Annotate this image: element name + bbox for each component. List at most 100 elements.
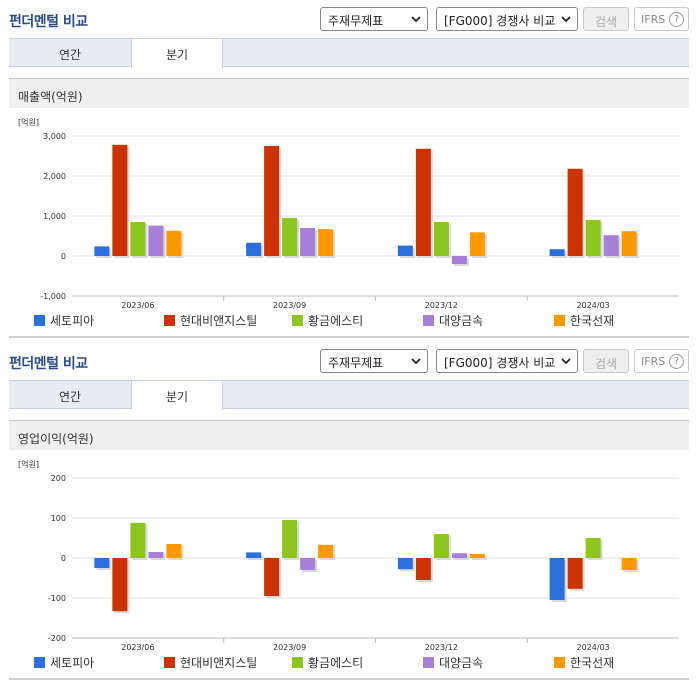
bar[interactable] <box>397 558 413 570</box>
group-select[interactable]: [FG000] 경쟁사 비교 <box>436 7 578 31</box>
statement-select[interactable]: 주재무제표 <box>320 349 428 373</box>
bar[interactable] <box>130 522 146 558</box>
bar[interactable] <box>549 558 565 600</box>
chevron-down-icon <box>411 358 421 365</box>
legend-label[interactable]: 대양금속 <box>439 314 483 328</box>
bar[interactable] <box>264 146 280 256</box>
legend-label[interactable]: 현대비앤지스틸 <box>180 656 257 670</box>
operating-profit-bar-chart: [억원] -200 -100 0 100 200 2023/06 2023/09 2023/12… <box>18 459 679 670</box>
bar[interactable] <box>433 222 449 256</box>
bar[interactable] <box>246 552 262 558</box>
fundamental-panel-sales: 펀더멘털 비교 주재무제표 [FG000] 경쟁사 비교 검색 IFRS ? 연… <box>9 7 689 338</box>
bar[interactable] <box>415 148 431 256</box>
panel-title: 펀더멘털 비교 <box>9 356 88 372</box>
bar[interactable] <box>415 558 431 580</box>
y-unit-label: [억원] <box>18 117 39 127</box>
ifrs-label: IFRS <box>641 355 666 368</box>
bar[interactable] <box>621 558 637 570</box>
bar[interactable] <box>282 520 298 558</box>
period-tabs: 연간 분기 <box>9 380 689 410</box>
bar[interactable] <box>300 228 316 256</box>
chevron-down-icon <box>411 16 421 23</box>
y-tick-label: 2,000 <box>43 172 66 181</box>
x-tick-label: 2023/09 <box>273 643 306 652</box>
group-select[interactable]: [FG000] 경쟁사 비교 <box>436 349 578 373</box>
metric-header: 영업이익(억원) <box>9 420 689 450</box>
bar[interactable] <box>621 231 637 256</box>
x-tick-label: 2024/03 <box>577 301 610 310</box>
search-button[interactable]: 검색 <box>583 7 629 31</box>
x-tick-label: 2023/06 <box>121 643 154 652</box>
bar[interactable] <box>148 225 164 256</box>
panel-header: 펀더멘털 비교 주재무제표 [FG000] 경쟁사 비교 검색 IFRS ? <box>0 342 696 380</box>
legend-label[interactable]: 세토피아 <box>50 656 94 670</box>
bar[interactable] <box>469 554 485 558</box>
bar[interactable] <box>451 553 467 558</box>
legend-label[interactable]: 한국선재 <box>570 314 614 328</box>
x-tick-label: 2023/06 <box>121 301 154 310</box>
bar[interactable] <box>130 222 146 256</box>
legend-label[interactable]: 세토피아 <box>50 314 94 328</box>
metric-title: 영업이익(억원) <box>18 432 94 446</box>
tab-quarterly[interactable]: 분기 <box>131 39 223 68</box>
bar[interactable] <box>112 144 128 256</box>
legend-label[interactable]: 황금에스티 <box>308 656 363 670</box>
search-button[interactable]: 검색 <box>583 349 629 373</box>
x-tick-label: 2023/12 <box>425 301 458 310</box>
chevron-down-icon <box>561 358 571 365</box>
legend-swatch <box>34 657 45 668</box>
y-tick-label: -1,000 <box>40 292 66 301</box>
legend-label[interactable]: 대양금속 <box>439 656 483 670</box>
period-tabs: 연간 분기 <box>9 38 689 68</box>
bar[interactable] <box>469 232 485 256</box>
statement-select-value: 주재무제표 <box>328 14 384 28</box>
bar[interactable] <box>246 242 262 256</box>
x-tick-label: 2024/03 <box>577 643 610 652</box>
bar[interactable] <box>166 544 182 558</box>
group-select-value: [FG000] 경쟁사 비교 <box>444 356 556 370</box>
bar[interactable] <box>451 256 467 264</box>
bar[interactable] <box>585 220 601 256</box>
help-icon[interactable]: ? <box>669 354 684 369</box>
bar[interactable] <box>94 558 110 568</box>
tab-quarterly[interactable]: 분기 <box>131 381 223 410</box>
bar[interactable] <box>166 230 182 256</box>
bar[interactable] <box>282 218 298 256</box>
panel-divider <box>9 336 689 338</box>
legend-swatch <box>423 657 434 668</box>
bar[interactable] <box>318 229 334 256</box>
bar[interactable] <box>433 534 449 558</box>
legend-swatch <box>164 657 175 668</box>
bar[interactable] <box>148 552 164 558</box>
bar[interactable] <box>567 168 583 256</box>
tab-annual[interactable]: 연간 <box>58 48 82 62</box>
legend-swatch <box>292 315 303 326</box>
bar[interactable] <box>549 249 565 256</box>
tab-annual[interactable]: 연간 <box>58 390 82 404</box>
panel-title: 펀더멘털 비교 <box>9 14 88 30</box>
chevron-down-icon <box>561 16 571 23</box>
bar[interactable] <box>112 558 128 612</box>
bar[interactable] <box>264 558 280 596</box>
x-tick-label: 2023/09 <box>273 301 306 310</box>
statement-select[interactable]: 주재무제표 <box>320 7 428 31</box>
sales-bar-chart: [억원] -1,000 0 1,000 2,000 3,000 2023/06 2023/09… <box>18 117 679 328</box>
bar[interactable] <box>300 558 316 570</box>
bar[interactable] <box>585 538 601 558</box>
ifrs-label: IFRS <box>641 13 666 26</box>
y-tick-label: -200 <box>48 634 66 643</box>
legend-label[interactable]: 현대비앤지스틸 <box>180 314 257 328</box>
ifrs-button[interactable]: IFRS ? <box>634 7 689 31</box>
bar[interactable] <box>318 544 334 558</box>
statement-select-value: 주재무제표 <box>328 356 384 370</box>
ifrs-button[interactable]: IFRS ? <box>634 349 689 373</box>
group-select-value: [FG000] 경쟁사 비교 <box>444 14 556 28</box>
legend-label[interactable]: 한국선재 <box>570 656 614 670</box>
legend-label[interactable]: 황금에스티 <box>308 314 363 328</box>
bar[interactable] <box>94 246 110 256</box>
help-icon[interactable]: ? <box>669 12 684 27</box>
bar[interactable] <box>397 245 413 256</box>
legend-swatch <box>34 315 45 326</box>
bar[interactable] <box>567 558 583 589</box>
bar[interactable] <box>603 235 619 256</box>
